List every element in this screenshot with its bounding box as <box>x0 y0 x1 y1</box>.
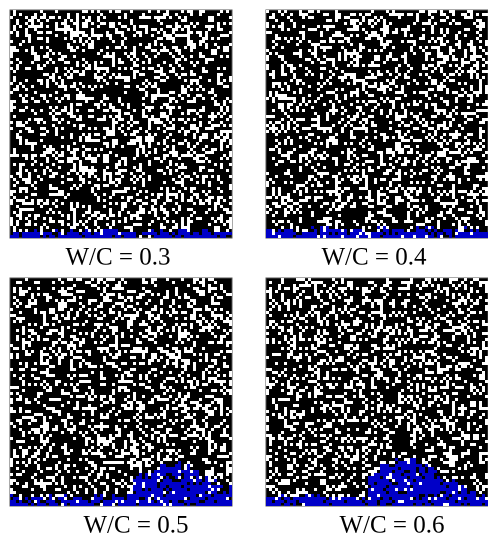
panel-label: W/C = 0.3 <box>65 244 170 271</box>
water-front <box>10 229 232 238</box>
panel: W/C = 0.4 <box>265 9 488 271</box>
pore-pixels <box>10 278 232 506</box>
panel-label: W/C = 0.5 <box>83 512 188 537</box>
water-front <box>266 226 488 238</box>
panel: W/C = 0.6 <box>265 277 488 537</box>
panel-label: W/C = 0.4 <box>321 244 427 271</box>
water-front <box>266 458 488 506</box>
pore-pixels <box>10 10 232 238</box>
panel-label: W/C = 0.6 <box>339 512 444 537</box>
panel: W/C = 0.3 <box>9 9 233 271</box>
pore-pixels <box>266 278 488 506</box>
panel: W/C = 0.5 <box>9 277 233 537</box>
pore-pixels <box>266 10 488 238</box>
water-front <box>10 461 232 506</box>
